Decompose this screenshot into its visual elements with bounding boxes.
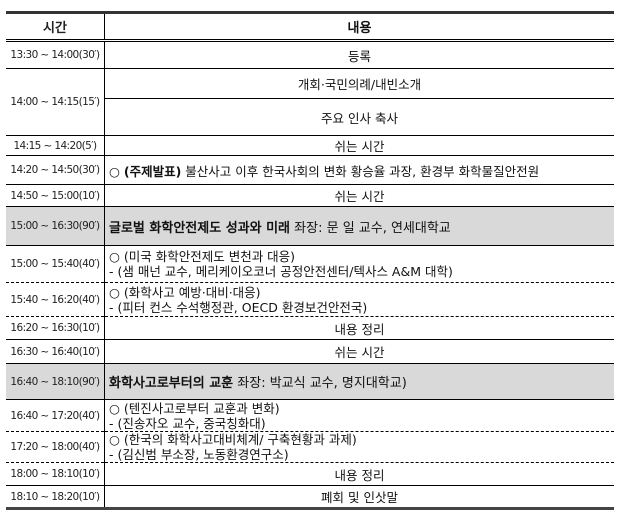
- table-row: 18:00 ~ 18:10(10′) 내용 정리: [6, 462, 614, 486]
- row-content: 내용 정리: [104, 316, 614, 340]
- row-content: 글로벌 화학안전제도 성과와 미래 좌장: 문 일 교수, 연세대학교: [104, 206, 614, 246]
- table-row: 주요 인사 축사: [6, 98, 614, 136]
- row-content: 내용 정리: [104, 462, 614, 486]
- row-content: 개회·국민의례/내빈소개: [104, 68, 614, 99]
- table-row: 16:20 ~ 16:30(10′) 내용 정리: [6, 316, 614, 340]
- talk-title: ○ (한국의 화학사고대비체계/ 구축현황과 과제): [109, 432, 357, 447]
- table-row: 14:20 ~ 14:50(30′) ○ (주제발표) 불산사고 이후 한국사회…: [6, 155, 614, 185]
- row-content: 쉬는 시간: [104, 184, 614, 207]
- row-time: 16:40 ~ 17:20(40′): [6, 399, 105, 432]
- talk-speaker: - (김신범 부소장, 노동환경연구소): [109, 447, 289, 462]
- talk-title: ○ (미국 화학안전제도 변천과 대응): [109, 249, 296, 264]
- table-row: 14:00 ~ 14:15(15′) 개회·국민의례/내빈소개: [6, 68, 614, 136]
- row-time: 16:20 ~ 16:30(10′): [6, 316, 105, 340]
- row-time: 16:30 ~ 16:40(10′): [6, 339, 105, 364]
- table-row: 14:15 ~ 14:20(5′) 쉬는 시간: [6, 135, 614, 156]
- row-content: ○ (한국의 화학사고대비체계/ 구축현황과 과제) - (김신범 부소장, 노…: [104, 431, 614, 463]
- session-title: 화학사고로부터의 교훈: [109, 376, 234, 391]
- session-row: 16:40 ~ 18:10(90′) 화학사고로부터의 교훈 좌장: 박교식 교…: [6, 363, 614, 400]
- row-time: 14:00 ~ 14:15(15′): [6, 68, 105, 136]
- row-content: 쉬는 시간: [104, 339, 614, 364]
- session-chair: 좌장: 문 일 교수, 연세대학교: [290, 220, 451, 236]
- row-time: 15:40 ~ 16:20(40′): [6, 282, 105, 317]
- row-content: 쉬는 시간: [104, 135, 614, 156]
- table-row: 16:30 ~ 16:40(10′) 쉬는 시간: [6, 339, 614, 364]
- row-time: 13:30 ~ 14:00(30′): [6, 40, 105, 69]
- table-row: 16:40 ~ 17:20(40′) ○ (텐진사고로부터 교훈과 변화) - …: [6, 399, 614, 432]
- row-content: ○ (주제발표) 불산사고 이후 한국사회의 변화 황승율 과장, 환경부 화학…: [104, 155, 614, 185]
- talk-speaker: - (샘 매넌 교수, 메리케이오코너 공정안전센터/텍사스 A&M 대학): [109, 264, 453, 279]
- bullet: ○: [109, 163, 124, 179]
- table-row: 13:30 ~ 14:00(30′) 등록: [6, 40, 614, 69]
- row-time: 15:00 ~ 16:30(90′): [6, 206, 105, 246]
- row-time: 18:10 ~ 18:20(10′): [6, 485, 105, 510]
- session-row: 15:00 ~ 16:30(90′) 글로벌 화학안전제도 성과와 미래 좌장:…: [6, 206, 614, 246]
- table-row: 14:50 ~ 15:00(10′) 쉬는 시간: [6, 184, 614, 207]
- row-time: 14:15 ~ 14:20(5′): [6, 135, 105, 156]
- row-content: ○ (미국 화학안전제도 변천과 대응) - (샘 매넌 교수, 메리케이오코너…: [104, 245, 614, 283]
- talk-title: ○ (텐진사고로부터 교훈과 변화): [109, 400, 280, 416]
- talk-title: ○ (화학사고 예방·대비·대응): [109, 284, 261, 300]
- table-row: 15:00 ~ 15:40(40′) ○ (미국 화학안전제도 변천과 대응) …: [6, 245, 614, 283]
- program-schedule-table: 시간 내용 13:30 ~ 14:00(30′) 등록 14:00 ~ 14:1…: [6, 11, 614, 510]
- row-time: 14:20 ~ 14:50(30′): [6, 155, 105, 185]
- row-time: 14:50 ~ 15:00(10′): [6, 184, 105, 207]
- row-content: 주요 인사 축사: [104, 98, 614, 136]
- session-chair: 좌장: 박교식 교수, 명지대학교): [233, 376, 407, 391]
- row-time: 15:00 ~ 15:40(40′): [6, 245, 105, 283]
- table-row: 18:10 ~ 18:20(10′) 폐회 및 인삿말: [6, 485, 614, 510]
- row-content: ○ (화학사고 예방·대비·대응) - (피터 컨스 수석행정관, OECD 환…: [104, 282, 614, 317]
- row-content: 화학사고로부터의 교훈 좌장: 박교식 교수, 명지대학교): [104, 363, 614, 400]
- talk-speaker: - (피터 컨스 수석행정관, OECD 환경보건안전국): [109, 299, 368, 315]
- table-header: 시간 내용: [6, 11, 614, 42]
- keynote-label: (주제발표): [123, 163, 182, 179]
- header-content: 내용: [104, 11, 614, 42]
- row-time: 18:00 ~ 18:10(10′): [6, 462, 105, 486]
- table-row: 17:20 ~ 18:00(40′) ○ (한국의 화학사고대비체계/ 구축현황…: [6, 431, 614, 463]
- row-content: 폐회 및 인삿말: [104, 485, 614, 510]
- table-row: 15:40 ~ 16:20(40′) ○ (화학사고 예방·대비·대응) - (…: [6, 282, 614, 317]
- talk-speaker: - (진송자오 교수, 중국칭화대): [109, 415, 266, 431]
- row-content: ○ (텐진사고로부터 교훈과 변화) - (진송자오 교수, 중국칭화대): [104, 399, 614, 432]
- row-time: 17:20 ~ 18:00(40′): [6, 431, 105, 463]
- session-title: 글로벌 화학안전제도 성과와 미래: [109, 220, 291, 236]
- row-content: 등록: [104, 40, 614, 69]
- header-time: 시간: [6, 11, 105, 42]
- keynote-text: 불산사고 이후 한국사회의 변화 황승율 과장, 환경부 화학물질안전원: [181, 163, 540, 179]
- row-time: 16:40 ~ 18:10(90′): [6, 363, 105, 400]
